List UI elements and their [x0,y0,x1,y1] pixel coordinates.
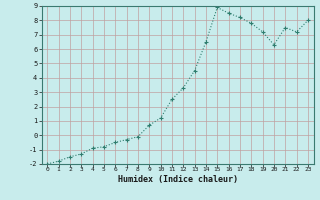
X-axis label: Humidex (Indice chaleur): Humidex (Indice chaleur) [118,175,237,184]
